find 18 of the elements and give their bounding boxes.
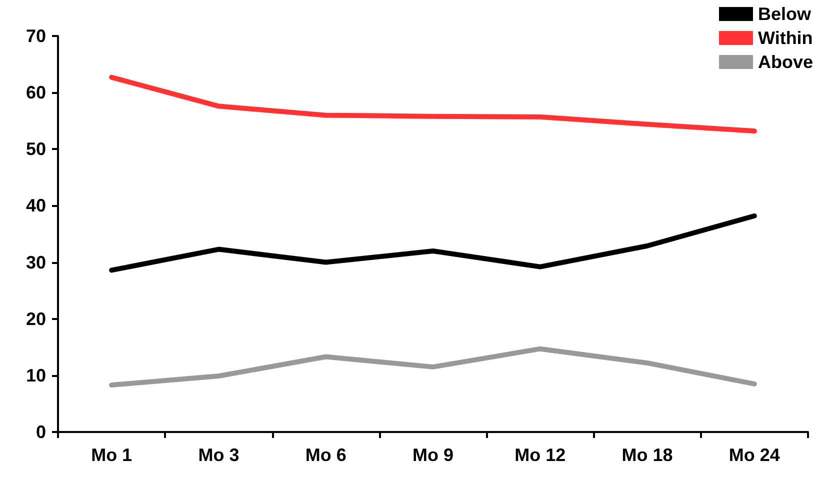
y-tick-label: 30 (26, 252, 46, 272)
x-tick-label: Mo 3 (198, 445, 240, 465)
x-tick-label: Mo 24 (728, 445, 780, 465)
x-tick-label: Mo 12 (514, 445, 566, 465)
x-tick-label: Mo 6 (305, 445, 346, 465)
x-tick-label: Mo 18 (622, 445, 673, 465)
y-tick-label: 50 (26, 139, 46, 160)
legend-label: Above (758, 52, 814, 72)
y-tick-label: 60 (26, 82, 46, 103)
y-tick-label: 70 (26, 26, 46, 46)
y-tick-label: 40 (26, 196, 46, 216)
y-tick-label: 20 (26, 308, 46, 329)
y-tick-label: 10 (26, 365, 46, 386)
legend-label: Within (758, 28, 813, 48)
x-tick-label: Mo 1 (91, 445, 132, 465)
y-tick-label: 0 (36, 422, 46, 442)
x-tick-label: Mo 9 (412, 445, 454, 465)
legend-label: Below (758, 4, 812, 24)
